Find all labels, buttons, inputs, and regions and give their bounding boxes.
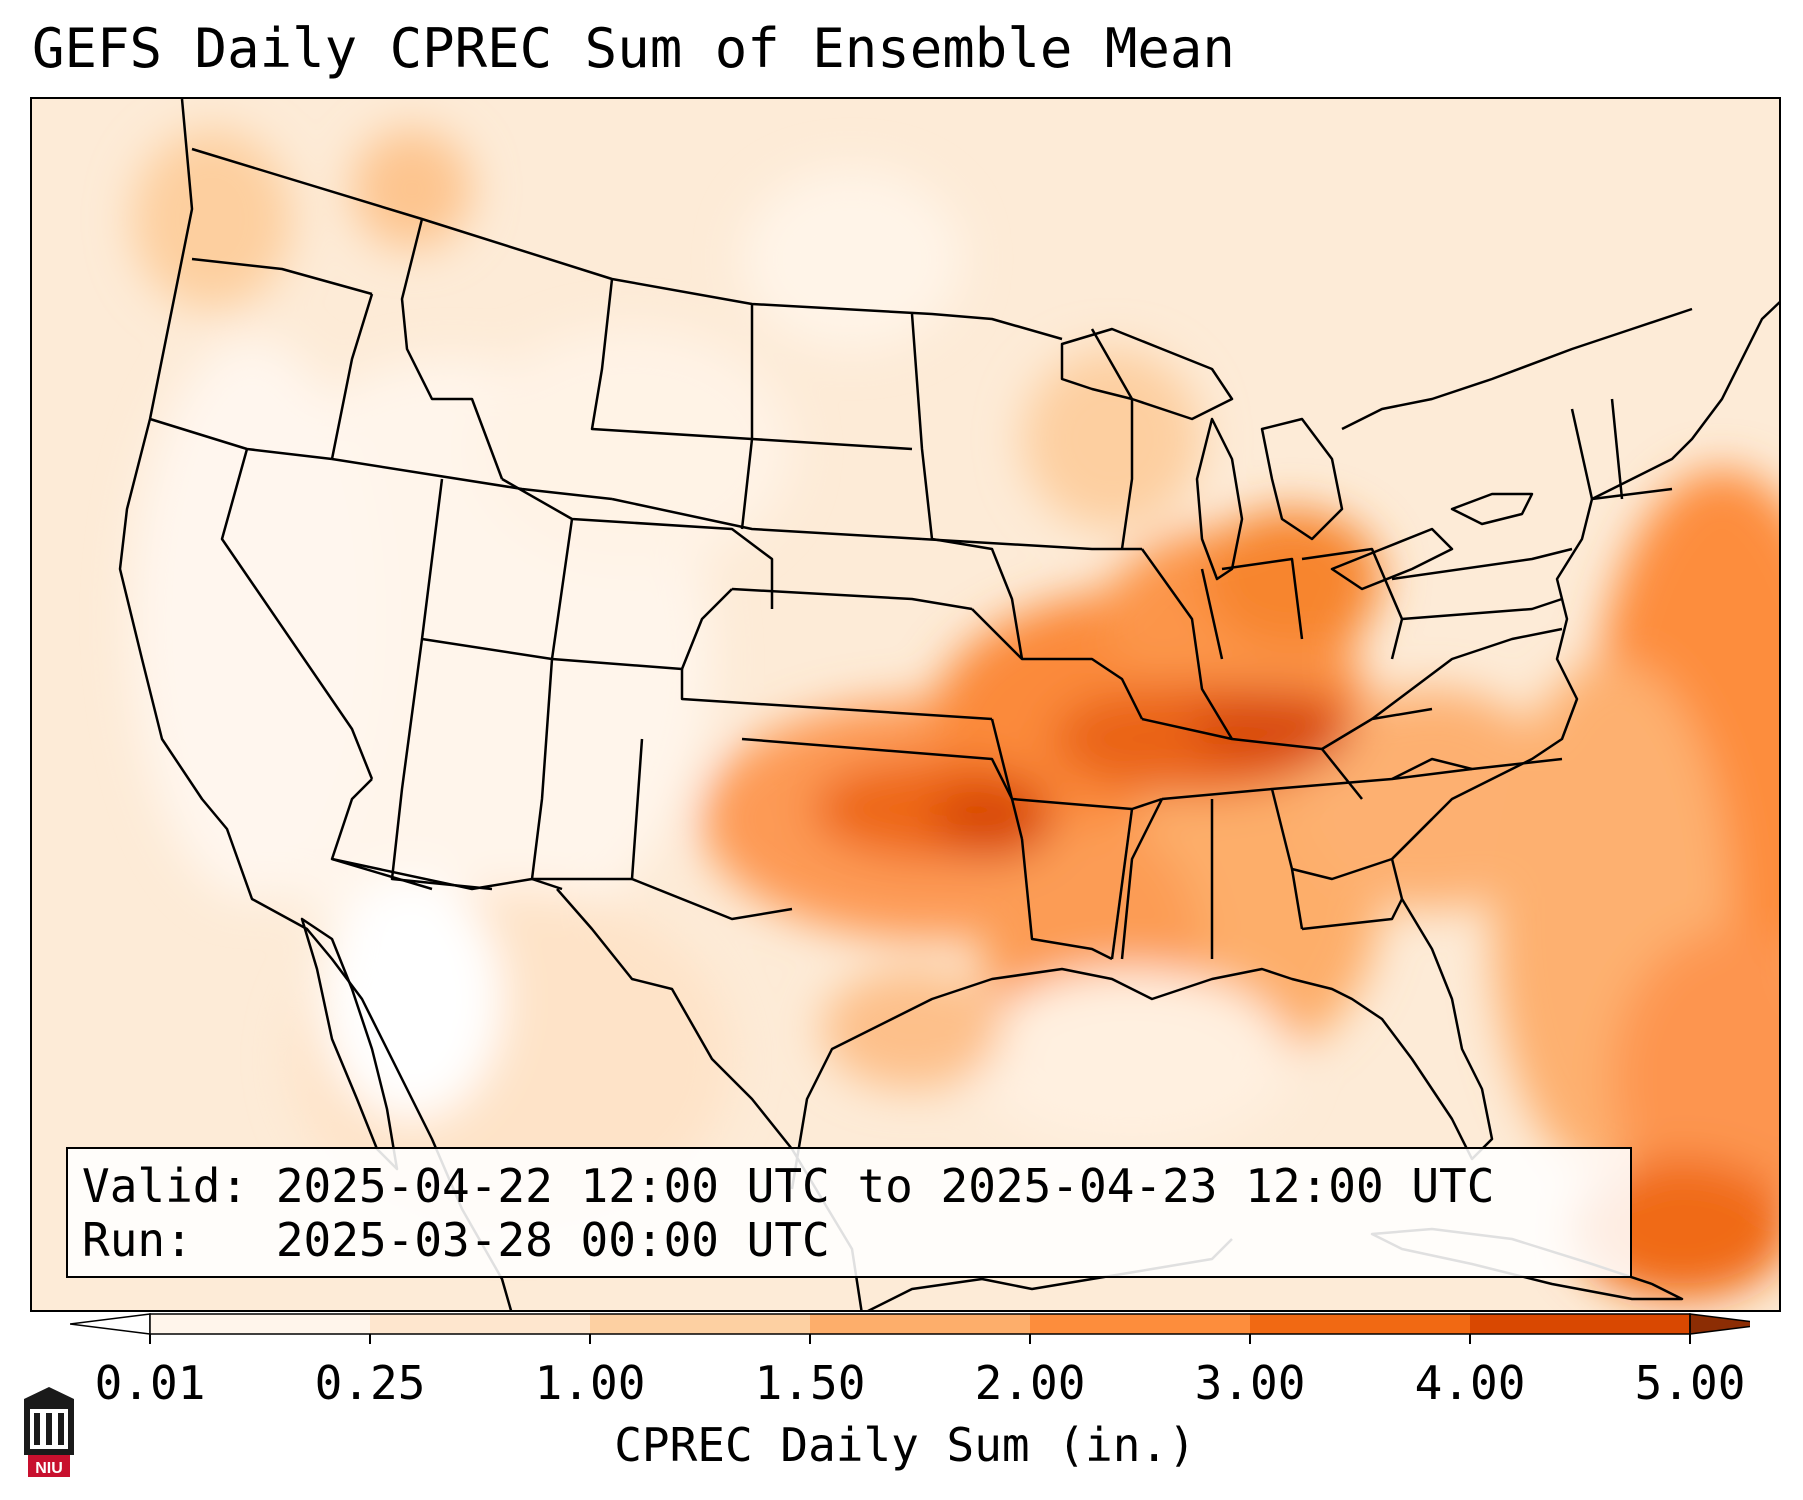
colorbar-tick-label: 1.00 — [534, 1356, 646, 1410]
colorbar-segment — [1250, 1314, 1471, 1334]
colorbar-segment — [590, 1314, 811, 1334]
precip-map — [32, 99, 1779, 1310]
colorbar-tick-label: 4.00 — [1414, 1356, 1526, 1410]
niu-logo: NIU — [24, 1387, 74, 1477]
colorbar-tick-label: 3.00 — [1194, 1356, 1306, 1410]
colorbar-tick-label: 5.00 — [1634, 1356, 1746, 1410]
colorbar-tick-label: 1.50 — [754, 1356, 866, 1410]
map-panel — [30, 97, 1781, 1312]
colorbar-label: CPREC Daily Sum (in.) — [614, 1418, 1196, 1472]
colorbar — [70, 1313, 1750, 1344]
colorbar-tick-label: 2.00 — [974, 1356, 1086, 1410]
colorbar-segment — [1030, 1314, 1251, 1334]
state-borders — [149, 218, 1673, 961]
colorbar-under-extend — [70, 1313, 151, 1335]
run-info-box: Valid: 2025-04-22 12:00 UTC to 2025-04-2… — [66, 1147, 1632, 1278]
logo-text: NIU — [35, 1460, 63, 1477]
colorbar-segment — [810, 1314, 1031, 1334]
colorbar-segment — [370, 1314, 591, 1334]
valid-time-text: Valid: 2025-04-22 12:00 UTC to 2025-04-2… — [82, 1159, 1495, 1213]
colorbar-tick-label: 0.25 — [314, 1356, 426, 1410]
colorbar-tick-label: 0.01 — [94, 1356, 206, 1410]
colorbar-outline — [149, 1313, 1691, 1335]
colorbar-over-extend — [1689, 1313, 1750, 1335]
chart-title: GEFS Daily CPREC Sum of Ensemble Mean — [32, 17, 1235, 80]
run-time-text: Run: 2025-03-28 00:00 UTC — [82, 1213, 830, 1267]
colorbar-segment — [150, 1314, 371, 1334]
colorbar-segment — [1470, 1314, 1691, 1334]
